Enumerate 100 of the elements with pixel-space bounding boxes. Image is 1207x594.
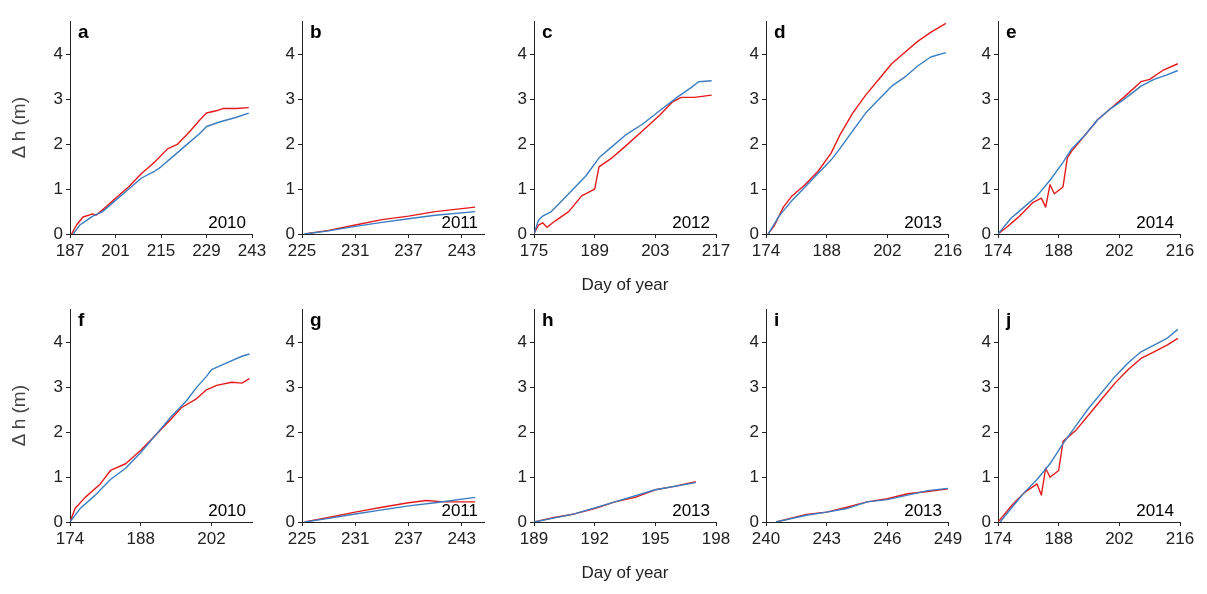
x-tick-label: 202 (197, 528, 226, 548)
y-tick-label: 2 (749, 422, 759, 442)
y-tick-label: 4 (517, 332, 527, 352)
x-tick-label: 203 (641, 240, 670, 260)
annotation: 2011 (441, 501, 478, 521)
annotation: a (78, 20, 89, 42)
y-tick-label: 1 (285, 178, 295, 198)
y-tick-label: 0 (285, 511, 295, 531)
annotation: f (78, 308, 85, 330)
x-tick-label: 188 (812, 240, 841, 260)
y-tick-label: 1 (517, 466, 527, 486)
x-tick-label: 188 (1044, 240, 1073, 260)
x-tick-label: 240 (751, 528, 781, 548)
y-axis-title: Δ h (m) (7, 384, 29, 447)
annotation: i (774, 308, 780, 330)
x-tick-label: 225 (287, 240, 317, 260)
x-tick-label: 174 (983, 528, 1013, 548)
x-tick-label: 202 (1105, 240, 1134, 260)
x-tick-label: 189 (519, 528, 549, 548)
x-tick-label: 243 (237, 240, 267, 260)
y-tick-label: 4 (981, 332, 991, 352)
annotation: d (774, 20, 786, 42)
y-tick-label: 1 (981, 178, 991, 198)
y-tick-label: 3 (53, 89, 63, 109)
x-tick-label: 216 (1165, 528, 1195, 548)
x-tick-label: 215 (146, 240, 176, 260)
annotation: h (542, 308, 554, 330)
annotation: c (542, 20, 553, 42)
x-axis-title: Day of year (581, 275, 669, 295)
annotation: 2013 (904, 213, 942, 233)
y-tick-label: 3 (53, 377, 63, 397)
y-tick-label: 3 (285, 377, 295, 397)
y-tick-label: 2 (285, 422, 295, 442)
x-tick-label: 175 (519, 240, 549, 260)
x-tick-label: 237 (394, 528, 423, 548)
annotation: 2010 (208, 213, 246, 233)
annotation: 2012 (672, 213, 710, 233)
y-tick-label: 2 (981, 134, 991, 154)
y-tick-label: 2 (517, 422, 527, 442)
x-tick-label: 229 (192, 240, 221, 260)
annotation: e (1006, 20, 1017, 42)
y-tick-label: 0 (53, 511, 63, 531)
x-tick-label: 231 (341, 528, 370, 548)
x-tick-label: 174 (983, 240, 1013, 260)
x-tick-label: 202 (1105, 528, 1134, 548)
annotation: 2013 (672, 501, 710, 521)
x-tick-label: 188 (1044, 528, 1073, 548)
y-tick-label: 0 (517, 223, 527, 243)
annotation: g (310, 308, 322, 330)
x-tick-label: 187 (55, 240, 85, 260)
x-tick-label: 225 (287, 528, 317, 548)
y-tick-label: 4 (285, 332, 295, 352)
y-tick-label: 3 (285, 89, 295, 109)
y-tick-label: 1 (517, 178, 527, 198)
x-tick-label: 249 (933, 528, 963, 548)
x-tick-label: 174 (751, 240, 781, 260)
x-tick-label: 231 (341, 240, 370, 260)
y-tick-label: 3 (749, 89, 759, 109)
y-tick-label: 3 (981, 377, 991, 397)
y-tick-label: 2 (53, 134, 63, 154)
y-tick-label: 4 (749, 332, 759, 352)
y-tick-label: 4 (749, 44, 759, 64)
y-tick-label: 0 (285, 223, 295, 243)
annotation: b (310, 20, 322, 42)
annotation: 2014 (1136, 213, 1174, 233)
annotation: 2013 (904, 501, 942, 521)
y-tick-label: 4 (285, 44, 295, 64)
y-tick-label: 3 (981, 89, 991, 109)
y-tick-label: 0 (981, 511, 991, 531)
x-tick-label: 201 (101, 240, 130, 260)
y-tick-label: 3 (517, 89, 527, 109)
y-tick-label: 0 (517, 511, 527, 531)
x-tick-label: 243 (447, 528, 476, 548)
x-tick-label: 216 (933, 240, 963, 260)
annotation: j (1005, 308, 1012, 330)
annotation: 2010 (208, 501, 246, 521)
y-tick-label: 2 (981, 422, 991, 442)
x-tick-label: 189 (580, 240, 609, 260)
y-tick-label: 1 (53, 178, 63, 198)
x-tick-label: 195 (641, 528, 670, 548)
y-tick-label: 4 (517, 44, 527, 64)
y-tick-label: 0 (981, 223, 991, 243)
y-tick-label: 3 (517, 377, 527, 397)
x-tick-label: 216 (1165, 240, 1195, 260)
y-tick-label: 2 (53, 422, 63, 442)
x-tick-label: 202 (873, 240, 902, 260)
x-tick-label: 217 (701, 240, 731, 260)
y-tick-label: 1 (749, 178, 759, 198)
x-tick-label: 198 (701, 528, 731, 548)
annotation: 2014 (1136, 501, 1174, 521)
y-tick-label: 2 (517, 134, 527, 154)
x-tick-label: 246 (873, 528, 902, 548)
y-tick-label: 4 (53, 44, 63, 64)
y-tick-label: 4 (53, 332, 63, 352)
y-tick-label: 1 (285, 466, 295, 486)
y-tick-label: 2 (285, 134, 295, 154)
x-tick-label: 243 (812, 528, 841, 548)
y-tick-label: 1 (53, 466, 63, 486)
y-tick-label: 0 (749, 511, 759, 531)
y-tick-label: 2 (749, 134, 759, 154)
